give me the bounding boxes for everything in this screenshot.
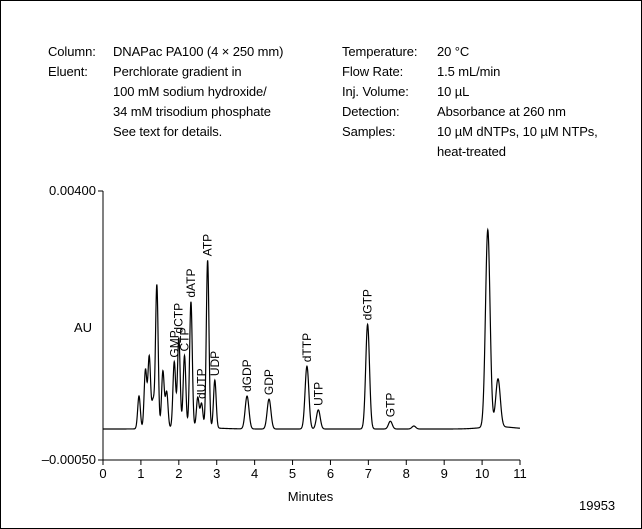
inj-volume-value: 10 µL xyxy=(437,84,470,99)
samples-line-1: 10 µM dNTPs, 10 µM NTPs, xyxy=(437,124,598,139)
eluent-line-4: See text for details. xyxy=(113,124,223,139)
x-tick-label: 10 xyxy=(475,466,489,481)
peak-label-gmp: GMP xyxy=(167,330,181,357)
x-tick-label: 6 xyxy=(327,466,334,481)
peak-label-atp: ATP xyxy=(201,234,215,256)
y-axis-title: AU xyxy=(74,320,92,335)
y-tick-label: 0.00400 xyxy=(49,183,96,198)
chromatogram-series-line xyxy=(103,227,521,430)
x-axis-title: Minutes xyxy=(288,489,334,504)
x-tick-label: 3 xyxy=(213,466,220,481)
peak-label-dgdp: dGDP xyxy=(240,359,254,392)
x-tick-label: 8 xyxy=(403,466,410,481)
x-tick-label: 9 xyxy=(441,466,448,481)
peak-label-ctp: CTP xyxy=(178,327,192,351)
inj-volume-label: Inj. Volume: xyxy=(342,84,409,99)
peak-label-dutp: dUTP xyxy=(195,368,209,399)
eluent-label: Eluent: xyxy=(48,64,88,79)
eluent-line-1: Perchlorate gradient in xyxy=(113,64,242,79)
x-tick-label: 1 xyxy=(137,466,144,481)
x-tick-label: 11 xyxy=(513,466,527,481)
eluent-line-2: 100 mM sodium hydroxide/ xyxy=(113,84,267,99)
peak-label-datp: dATP xyxy=(184,269,198,298)
peak-label-dgtp: dGTP xyxy=(361,289,375,320)
chromatogram-trace xyxy=(103,227,521,430)
peak-label-dttp: dTTP xyxy=(300,333,314,362)
peak-label-dctp: dCTP xyxy=(172,303,186,334)
temperature-label: Temperature: xyxy=(342,44,418,59)
x-tick-label: 4 xyxy=(251,466,258,481)
y-tick-label: –0.00050 xyxy=(42,452,96,467)
x-tick-label: 7 xyxy=(365,466,372,481)
column-label: Column: xyxy=(48,44,96,59)
detection-value: Absorbance at 260 nm xyxy=(437,104,566,119)
flow-rate-value: 1.5 mL/min xyxy=(437,64,501,79)
temperature-value: 20 °C xyxy=(437,44,470,59)
x-tick-label: 2 xyxy=(175,466,182,481)
x-tick-label: 0 xyxy=(99,466,106,481)
peak-label-gdp: GDP xyxy=(262,369,276,395)
samples-label: Samples: xyxy=(342,124,396,139)
eluent-line-3: 34 mM trisodium phosphate xyxy=(113,104,271,119)
x-tick-label: 5 xyxy=(289,466,296,481)
flow-rate-label: Flow Rate: xyxy=(342,64,404,79)
samples-line-2: heat-treated xyxy=(437,144,506,159)
column-value: DNAPac PA100 (4 × 250 mm) xyxy=(113,44,284,59)
peak-label-gtp: GTP xyxy=(383,393,397,418)
detection-label: Detection: xyxy=(342,104,400,119)
figure-number: 19953 xyxy=(579,498,616,513)
peak-label-udp: UDP xyxy=(208,351,222,376)
peak-label-utp: UTP xyxy=(311,382,325,406)
